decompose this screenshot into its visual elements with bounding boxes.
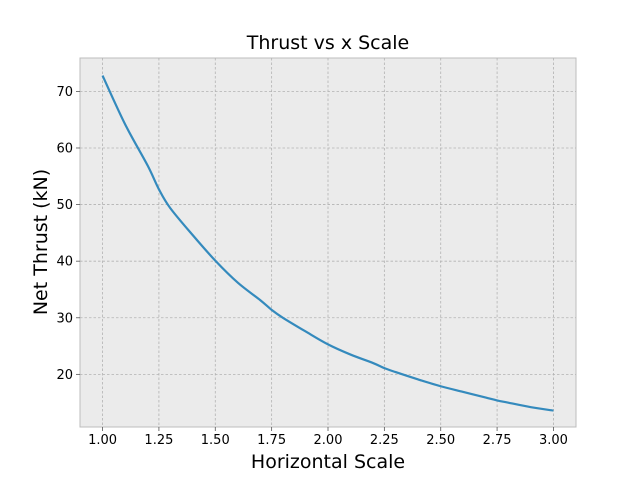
x-tick-label: 2.50 bbox=[426, 433, 455, 448]
x-axis-label: Horizontal Scale bbox=[251, 451, 405, 473]
y-tick-label: 70 bbox=[56, 85, 73, 100]
y-tick-label: 40 bbox=[56, 255, 73, 270]
x-tick-label: 2.25 bbox=[370, 433, 399, 448]
grid-lines bbox=[80, 58, 576, 427]
y-tick-label: 60 bbox=[56, 141, 73, 156]
x-tick-label: 1.75 bbox=[257, 433, 286, 448]
y-tick-label: 20 bbox=[56, 368, 73, 383]
series-line bbox=[101, 75, 554, 412]
chart-title: Thrust vs x Scale bbox=[246, 32, 409, 54]
x-tick-label: 3.00 bbox=[539, 433, 568, 448]
x-tick-label: 2.75 bbox=[483, 433, 512, 448]
x-tick-label: 1.00 bbox=[88, 433, 117, 448]
x-tick-label: 1.50 bbox=[201, 433, 230, 448]
y-tick-label: 50 bbox=[56, 198, 73, 213]
x-tick-label: 1.25 bbox=[144, 433, 173, 448]
y-tick-label: 30 bbox=[56, 311, 73, 326]
axis-ticks: 1.00 1.25 1.50 1.75 2.00 2.25 2.50 2.75 3.00 20 30… bbox=[56, 85, 567, 448]
series-lines bbox=[101, 75, 554, 412]
y-axis-label: Net Thrust (kN) bbox=[30, 169, 52, 315]
x-tick-label: 2.00 bbox=[314, 433, 343, 448]
